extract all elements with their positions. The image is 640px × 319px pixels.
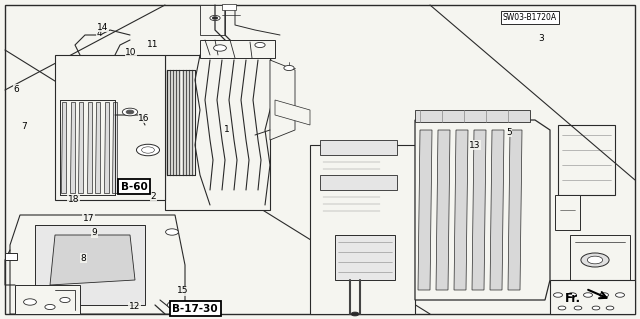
Circle shape: [606, 306, 614, 310]
Bar: [320, 175, 397, 190]
Text: 17: 17: [83, 214, 94, 223]
Polygon shape: [550, 280, 635, 314]
Polygon shape: [95, 102, 100, 193]
Bar: [5, 253, 17, 260]
Circle shape: [600, 293, 609, 297]
Text: SW03-B1720A: SW03-B1720A: [503, 13, 557, 22]
Circle shape: [592, 306, 600, 310]
Circle shape: [584, 293, 593, 297]
Polygon shape: [415, 120, 550, 300]
Polygon shape: [558, 125, 615, 195]
Polygon shape: [508, 130, 522, 290]
Polygon shape: [200, 5, 225, 35]
Polygon shape: [50, 235, 135, 285]
Polygon shape: [10, 215, 185, 314]
Circle shape: [568, 293, 577, 297]
Text: 16: 16: [138, 114, 150, 122]
Polygon shape: [270, 60, 295, 140]
Circle shape: [141, 147, 154, 153]
Polygon shape: [112, 102, 117, 193]
Text: 3: 3: [538, 34, 543, 43]
Text: 1: 1: [225, 125, 230, 134]
Polygon shape: [165, 55, 270, 210]
Circle shape: [554, 293, 563, 297]
Text: 10: 10: [125, 48, 137, 57]
Text: 7: 7: [22, 122, 27, 130]
Circle shape: [255, 42, 265, 48]
Polygon shape: [418, 130, 432, 290]
Text: B-60: B-60: [121, 182, 148, 192]
Circle shape: [24, 299, 36, 305]
Text: 14: 14: [97, 23, 108, 32]
Polygon shape: [275, 100, 310, 125]
Text: 13: 13: [469, 141, 481, 150]
Polygon shape: [35, 225, 145, 305]
Circle shape: [588, 256, 603, 264]
FancyArrowPatch shape: [588, 290, 607, 298]
Text: 15: 15: [177, 286, 188, 295]
Text: 18: 18: [68, 195, 79, 204]
Circle shape: [616, 293, 625, 297]
Circle shape: [212, 17, 218, 19]
Polygon shape: [555, 195, 580, 230]
Circle shape: [351, 312, 359, 316]
Polygon shape: [472, 130, 486, 290]
Text: 4: 4: [97, 29, 102, 38]
Text: Fr.: Fr.: [564, 292, 581, 305]
Bar: [320, 140, 397, 155]
Polygon shape: [335, 235, 395, 280]
Circle shape: [581, 253, 609, 267]
Circle shape: [166, 229, 179, 235]
Text: 8: 8: [81, 254, 86, 263]
Polygon shape: [70, 102, 74, 193]
Polygon shape: [15, 285, 80, 314]
Polygon shape: [415, 110, 530, 122]
Circle shape: [574, 306, 582, 310]
Circle shape: [60, 297, 70, 302]
Polygon shape: [570, 235, 630, 290]
Polygon shape: [61, 102, 66, 193]
Polygon shape: [5, 5, 635, 314]
Text: 2: 2: [151, 192, 156, 201]
Circle shape: [558, 306, 566, 310]
Polygon shape: [490, 130, 504, 290]
Circle shape: [214, 45, 227, 51]
Circle shape: [45, 304, 55, 309]
Circle shape: [167, 301, 182, 309]
Text: B-17-30: B-17-30: [172, 304, 218, 314]
Text: 9: 9: [92, 228, 97, 237]
Polygon shape: [454, 130, 468, 290]
Circle shape: [284, 65, 294, 70]
Circle shape: [210, 15, 220, 20]
Bar: [222, 4, 236, 10]
Polygon shape: [310, 145, 415, 314]
Polygon shape: [436, 130, 450, 290]
Polygon shape: [86, 102, 92, 193]
Text: 5: 5: [506, 128, 511, 137]
Polygon shape: [104, 102, 109, 193]
Text: 6: 6: [13, 85, 19, 94]
Circle shape: [122, 108, 138, 116]
Text: 12: 12: [129, 302, 140, 311]
Circle shape: [136, 144, 159, 156]
Polygon shape: [78, 102, 83, 193]
Polygon shape: [55, 55, 165, 200]
Text: 11: 11: [147, 40, 158, 49]
Circle shape: [126, 110, 134, 114]
Polygon shape: [200, 40, 275, 58]
